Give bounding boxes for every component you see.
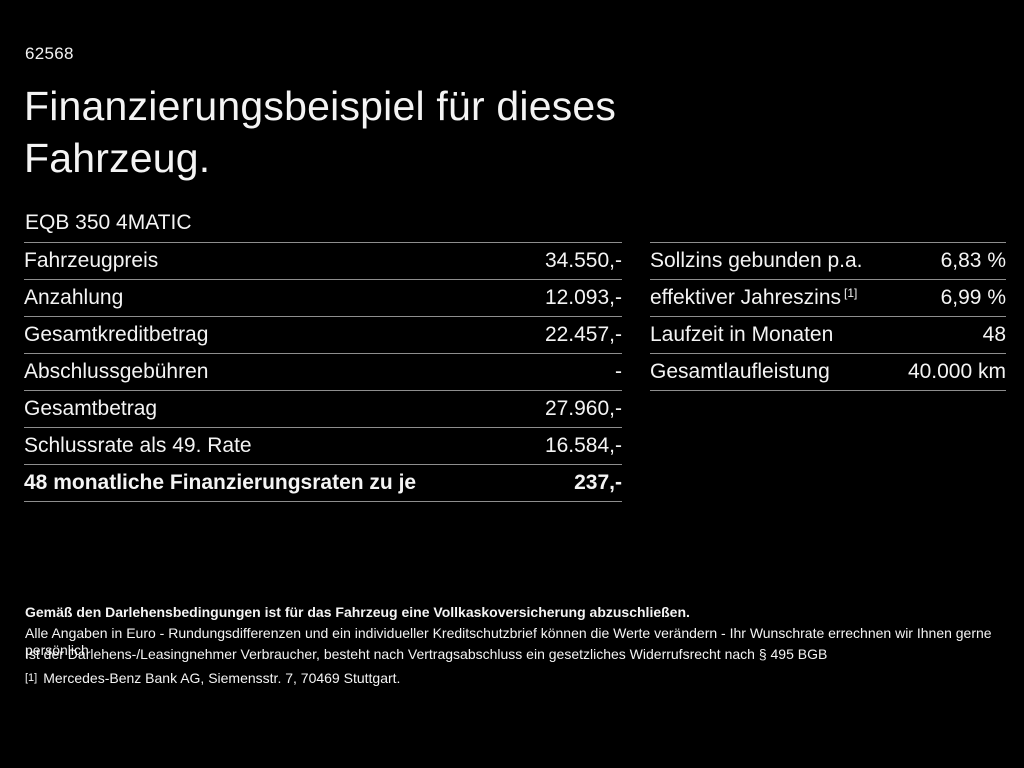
row-value: 12.093,- bbox=[544, 286, 622, 309]
financing-details-table: Fahrzeugpreis 34.550,- Anzahlung 12.093,- Ge… bbox=[24, 242, 622, 502]
table-row: Abschlussgebühren - bbox=[24, 353, 622, 390]
row-value: 34.550,- bbox=[544, 249, 622, 272]
footnote-marker: [1] bbox=[25, 672, 38, 684]
insurance-requirement-note: Gemäß den Darlehensbedingungen ist für d… bbox=[25, 604, 690, 620]
doc-number: 62568 bbox=[25, 44, 74, 63]
table-row: Laufzeit in Monaten 48 bbox=[650, 316, 1006, 353]
row-value: 6,99 % bbox=[940, 286, 1006, 309]
vehicle-model-label: EQB 350 4MATIC bbox=[25, 211, 192, 234]
row-label: Fahrzeugpreis bbox=[24, 249, 159, 272]
disclaimer-line-1: Alle Angaben in Euro - Rundungsdifferenz… bbox=[25, 625, 992, 658]
row-label: Anzahlung bbox=[24, 286, 124, 309]
row-label: effektiver Jahreszins [1] bbox=[650, 286, 858, 309]
table-row: Gesamtkreditbetrag 22.457,- bbox=[24, 316, 622, 353]
table-row: 48 monatliche Finanzierungsraten zu je 23… bbox=[24, 464, 622, 502]
table-row: Anzahlung 12.093,- bbox=[24, 279, 622, 316]
row-value: - bbox=[615, 360, 622, 383]
credit-conditions-table: Sollzins gebunden p.a. 6,83 % effektiver J… bbox=[650, 242, 1006, 391]
row-label: Schlussrate als 49. Rate bbox=[24, 434, 252, 457]
row-label: Sollzins gebunden p.a. bbox=[650, 249, 863, 272]
row-value: 16.584,- bbox=[544, 434, 622, 457]
table-row: Sollzins gebunden p.a. 6,83 % bbox=[650, 242, 1006, 279]
row-value: 40.000 km bbox=[907, 360, 1006, 383]
row-label: 48 monatliche Finanzierungsraten zu je bbox=[24, 471, 417, 494]
row-value: 22.457,- bbox=[544, 323, 622, 346]
table-row: Gesamtlaufleistung 40.000 km bbox=[650, 353, 1006, 391]
page-title-line-2: Fahrzeug. bbox=[24, 135, 211, 181]
row-value: 237,- bbox=[574, 471, 622, 494]
row-label: Gesamtlaufleistung bbox=[650, 360, 830, 383]
footnote-reference: [1] bbox=[844, 286, 858, 300]
table-row: effektiver Jahreszins [1] 6,99 % bbox=[650, 279, 1006, 316]
row-label: Abschlussgebühren bbox=[24, 360, 209, 383]
page-title-line-1: Finanzierungsbeispiel für dieses bbox=[24, 83, 617, 129]
footnote: [1] Mercedes-Benz Bank AG, Siemensstr. 7,… bbox=[25, 670, 1015, 689]
row-value: 6,83 % bbox=[940, 249, 1006, 272]
row-value: 27.960,- bbox=[544, 397, 622, 420]
footnote-text: Mercedes-Benz Bank AG, Siemensstr. 7, 70… bbox=[43, 670, 401, 686]
table-row: Fahrzeugpreis 34.550,- bbox=[24, 242, 622, 279]
page-title: Finanzierungsbeispiel für dieses Fahrzeug… bbox=[24, 80, 616, 184]
disclaimer-line-2: Ist der Darlehens-/Leasingnehmer Verbrau… bbox=[25, 646, 828, 662]
table-row: Schlussrate als 49. Rate 16.584,- bbox=[24, 427, 622, 464]
table-row: Gesamtbetrag 27.960,- bbox=[24, 390, 622, 427]
row-value: 48 bbox=[982, 323, 1006, 346]
row-label: Laufzeit in Monaten bbox=[650, 323, 834, 346]
row-label: Gesamtbetrag bbox=[24, 397, 158, 420]
row-label: Gesamtkreditbetrag bbox=[24, 323, 209, 346]
